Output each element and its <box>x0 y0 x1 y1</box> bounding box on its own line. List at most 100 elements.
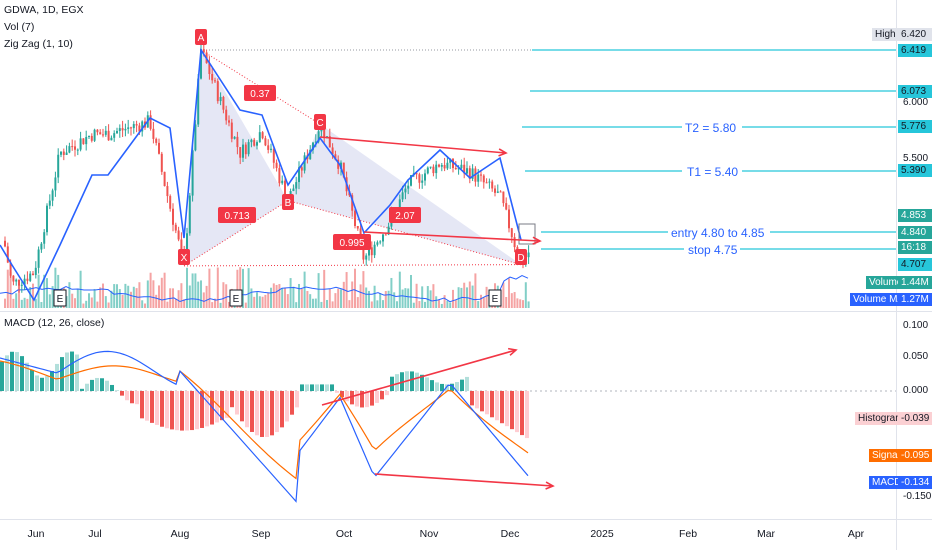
candle-body <box>502 191 505 204</box>
candle-body <box>446 162 449 169</box>
histogram-bar <box>230 391 234 408</box>
ratio-0995: 0.995 <box>339 238 364 249</box>
candle-body <box>88 135 90 137</box>
histogram-bar <box>515 391 519 433</box>
histogram-bar <box>345 391 349 402</box>
histogram-bar <box>320 384 324 391</box>
volume-bar <box>160 277 163 308</box>
symbol-legend[interactable]: GDWA, 1D, EGX <box>4 4 84 16</box>
histogram-bar <box>155 391 159 425</box>
volume-bar <box>32 283 34 308</box>
time-label-sep: Sep <box>251 528 271 540</box>
volume-bar <box>216 267 219 308</box>
volume-bar <box>18 282 20 308</box>
volume-bar <box>200 280 202 308</box>
volume-bar <box>264 294 267 308</box>
volume-bar <box>415 283 418 308</box>
candle-body <box>471 168 474 179</box>
volume-bar <box>180 283 183 308</box>
volume-bar <box>82 303 85 308</box>
candle-body <box>460 164 463 169</box>
candle-body <box>261 132 264 139</box>
volume-bar <box>130 291 132 308</box>
volume-bar <box>373 285 376 308</box>
candle-body <box>449 158 452 163</box>
candle-body <box>236 136 239 148</box>
volume-bar <box>432 284 435 308</box>
histogram-bar <box>360 391 364 408</box>
candle-body <box>278 168 281 184</box>
volume-bar <box>29 286 32 308</box>
candle-body <box>275 162 278 169</box>
candle-body <box>202 49 205 53</box>
histogram-bar <box>15 352 19 391</box>
zigzag-legend[interactable]: Zig Zag (1, 10) <box>4 38 73 50</box>
ratio-037: 0.37 <box>250 89 270 100</box>
histogram-bar <box>135 391 139 405</box>
label-bg <box>668 226 770 240</box>
volume-bar <box>4 298 6 308</box>
ratio-0995-bg <box>333 234 371 250</box>
volume-bar <box>107 302 110 308</box>
high-label: High <box>872 28 899 41</box>
candle-body <box>457 168 460 170</box>
lower-trend-arrow <box>363 231 541 242</box>
candle-body <box>60 151 62 155</box>
volume-bar <box>88 293 90 308</box>
volume-bar <box>351 281 354 308</box>
volume-bar <box>253 296 256 308</box>
volume-bar <box>93 288 96 308</box>
candle-body <box>6 246 9 263</box>
candle-body <box>233 136 236 139</box>
candle-body <box>410 175 412 186</box>
volume-bar <box>202 292 205 308</box>
time-label-dec: Dec <box>500 528 520 540</box>
volume-legend[interactable]: Vol (7) <box>4 21 35 33</box>
candle-body <box>32 273 34 275</box>
time-label-mar: Mar <box>756 528 776 540</box>
ratio-0713-bg <box>218 207 256 223</box>
macd-tick-0100: 0.100 <box>903 320 929 331</box>
macd-histogram <box>0 351 529 439</box>
signal-label: Signal <box>869 449 903 462</box>
volume-bar <box>376 300 379 308</box>
time-label-jul: Jul <box>88 528 102 540</box>
histogram-bar <box>25 362 29 391</box>
candle-body <box>216 81 219 102</box>
candle-body <box>468 168 471 179</box>
price-tag: 4.707 <box>898 258 932 271</box>
histogram-bar <box>10 351 14 391</box>
volume-bar <box>286 294 289 308</box>
candle-body <box>295 182 298 189</box>
candle-body <box>365 255 368 260</box>
volume-bar <box>239 267 242 308</box>
histogram-bar <box>385 391 389 396</box>
histogram-bar <box>115 390 119 391</box>
histogram-bar <box>260 391 264 437</box>
candle-body <box>96 129 99 133</box>
signal-value: -0.095 <box>898 449 932 462</box>
candlesticks <box>4 43 530 293</box>
histogram-bar <box>465 376 469 391</box>
volume-bar <box>312 298 314 308</box>
histogram-bar <box>120 391 124 396</box>
candle-body <box>149 115 152 129</box>
histogram-bar <box>470 391 474 406</box>
price-tag: 5.390 <box>898 164 932 177</box>
candle-body <box>90 135 93 141</box>
histogram-bar <box>225 391 229 418</box>
candle-body <box>76 149 79 151</box>
histogram-bar <box>100 378 104 391</box>
volume-bar <box>197 281 200 308</box>
volume-bar <box>438 300 440 308</box>
volume-bar <box>278 284 281 308</box>
volume-bar <box>155 294 158 308</box>
histogram-bar <box>170 391 174 430</box>
volume-bar <box>270 287 272 308</box>
point-x-label: X <box>181 253 188 264</box>
volume-bar <box>85 300 88 308</box>
volume-bar <box>337 288 340 308</box>
histogram-bar <box>500 391 504 424</box>
macd-legend[interactable]: MACD (12, 26, close) <box>4 317 105 329</box>
